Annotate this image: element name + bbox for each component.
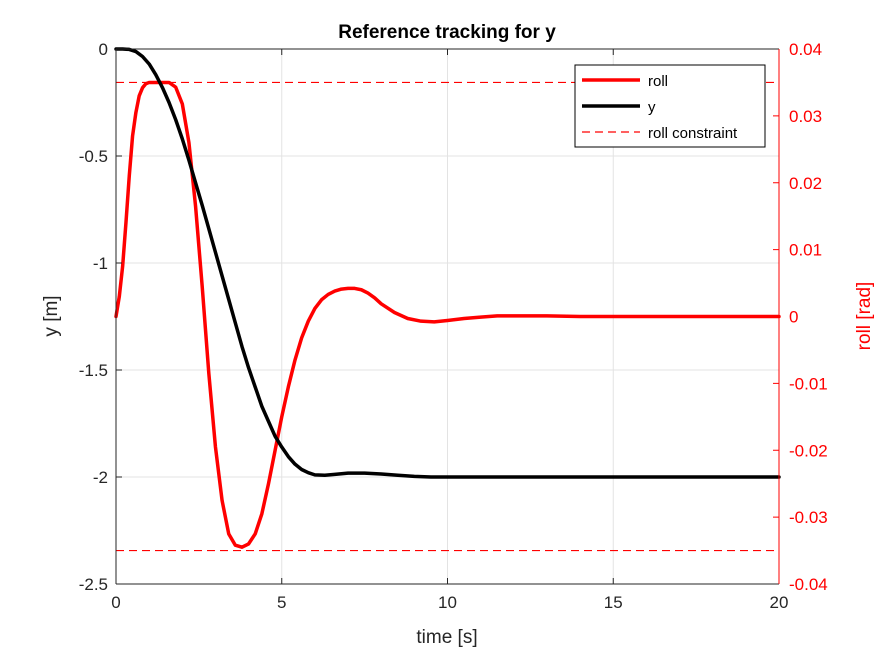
y-right-tick-label-3: 0.01 <box>789 241 822 260</box>
y-right-tick-label-2: 0.02 <box>789 174 822 193</box>
x-tick-label-0: 0 <box>111 593 120 612</box>
legend: roll y roll constraint <box>574 64 766 148</box>
chart-title: Reference tracking for y <box>338 22 556 43</box>
x-tick-label-4: 20 <box>770 593 789 612</box>
y-right-tick-label-1: 0.03 <box>789 107 822 126</box>
y-right-tick-label-7: -0.03 <box>789 508 828 527</box>
x-tick-label-3: 15 <box>604 593 623 612</box>
y-left-tick-label-0: 0 <box>99 40 108 59</box>
y-left-tick-label-1: -0.5 <box>79 147 108 166</box>
plot-content <box>114 47 781 552</box>
y-right-tick-label-4: 0 <box>789 308 798 327</box>
y-axis-label-left: y [m] <box>41 295 62 336</box>
y-axis-label-right: roll [rad] <box>854 282 875 351</box>
y-left-tick-label-5: -2.5 <box>79 575 108 594</box>
y-left-tick-label-4: -2 <box>93 468 108 487</box>
legend-label-y: y <box>648 99 656 116</box>
tick-labels: 0 5 10 15 20 0 -0.5 -1 -1.5 -2 -2.5 0.04 0.03 0.02 0.0… <box>79 40 828 612</box>
y-right-tick-label-5: -0.01 <box>789 374 828 393</box>
legend-label-roll: roll <box>648 73 668 90</box>
y-right-tick-label-6: -0.02 <box>789 441 828 460</box>
x-tick-label-2: 10 <box>438 593 457 612</box>
x-axis-label: time [s] <box>416 627 477 648</box>
axes-frame <box>115 48 780 585</box>
y-right-tick-label-8: -0.04 <box>789 575 828 594</box>
y-right-tick-label-0: 0.04 <box>789 40 822 59</box>
series-line-y <box>114 47 781 479</box>
y-left-tick-label-2: -1 <box>93 254 108 273</box>
series-line-roll <box>114 80 781 549</box>
x-tick-label-1: 5 <box>277 593 286 612</box>
legend-label-roll-constraint: roll constraint <box>648 125 738 142</box>
y-left-tick-label-3: -1.5 <box>79 361 108 380</box>
